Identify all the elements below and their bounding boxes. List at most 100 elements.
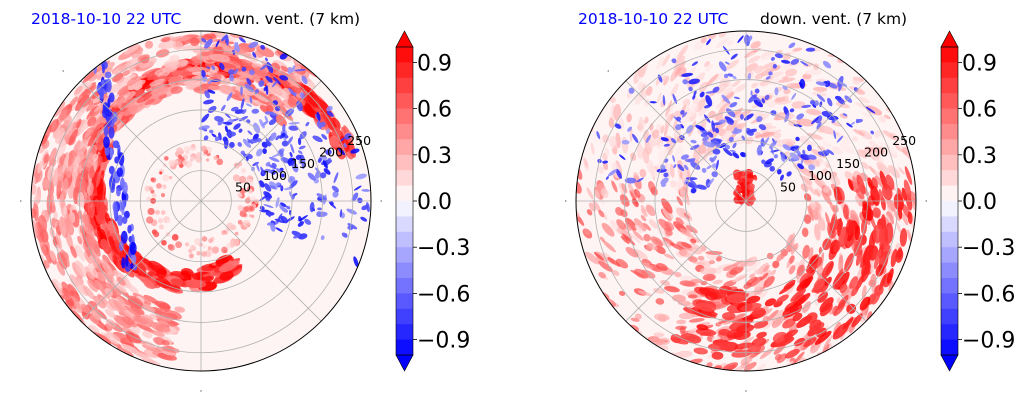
outer-tick-dot-3 xyxy=(607,70,609,72)
colorbar-level-0 xyxy=(396,47,413,63)
angular-gridline-45 xyxy=(200,200,322,322)
colorbar-left: 0.9 0.6 0.3 0.0 −0.3 −0.6 −0.9 xyxy=(395,30,470,372)
time-label-left: 2018-10-10 22 UTC xyxy=(31,10,181,28)
panel-left: 2018-10-10 22 UTC down. vent. (7 km) 50 1… xyxy=(20,10,470,392)
colorbar-tick-label-1: 0.6 xyxy=(417,98,452,123)
outer-tick-dot-2 xyxy=(745,390,747,392)
colorbar-level-2 xyxy=(941,77,958,94)
colorbar-level-15 xyxy=(941,278,958,294)
radial-tick-label-150: 150 xyxy=(291,156,315,171)
colorbar-level-11 xyxy=(396,216,413,233)
colorbar-level-6 xyxy=(941,139,958,156)
colorbar-tick-label-2: 0.3 xyxy=(417,144,452,169)
polar-grid-right xyxy=(565,31,927,392)
colorbar-extend-min xyxy=(395,354,414,372)
colorbar-level-2 xyxy=(396,77,413,94)
outer-tick-dot-0 xyxy=(20,200,22,202)
colorbar-level-3 xyxy=(941,93,958,110)
colorbar-level-4 xyxy=(941,108,958,125)
radial-tick-label-50: 50 xyxy=(235,179,251,194)
angular-gridline-225 xyxy=(625,80,747,202)
outer-tick-dot-2 xyxy=(200,390,202,392)
colorbar-extend-max xyxy=(395,30,414,48)
colorbar-level-8 xyxy=(941,170,958,187)
colorbar-level-0 xyxy=(941,47,958,63)
colorbar-tick-label-0: 0.9 xyxy=(417,51,452,76)
outer-tick-dot-1 xyxy=(380,200,382,202)
polar-plot-right: 50 100 150 200 250 xyxy=(565,30,927,392)
colorbar-extend-min xyxy=(940,354,959,372)
radial-tick-label-250: 250 xyxy=(347,133,371,148)
radial-tick-label-200: 200 xyxy=(864,145,888,160)
colorbar-level-14 xyxy=(396,262,413,279)
colorbar-level-17 xyxy=(941,308,958,325)
outer-tick-dot-3 xyxy=(62,70,64,72)
heatmap-field-left xyxy=(31,31,371,367)
colorbar-tick-label-3: 0.0 xyxy=(417,190,452,215)
angular-gridline-135 xyxy=(625,200,747,322)
colorbar-level-13 xyxy=(941,247,958,264)
colorbar-tick-label-2: 0.3 xyxy=(962,144,997,169)
radial-tick-label-200: 200 xyxy=(319,145,343,160)
colorbar-level-19 xyxy=(941,339,958,356)
colorbar-level-12 xyxy=(941,231,958,248)
colorbar-tick-label-5: −0.6 xyxy=(417,282,470,307)
colorbar-level-13 xyxy=(396,247,413,264)
outer-tick-dot-0 xyxy=(565,200,567,202)
colorbar-level-14 xyxy=(941,262,958,279)
colorbar-right: 0.9 0.6 0.3 0.0 −0.3 −0.6 −0.9 xyxy=(940,30,1015,372)
colorbar-tick-label-4: −0.3 xyxy=(417,236,470,261)
colorbar-level-17 xyxy=(396,308,413,325)
colorbar-level-6 xyxy=(396,139,413,156)
radial-tick-label-100: 100 xyxy=(808,168,832,183)
colorbar-tick-label-4: −0.3 xyxy=(962,236,1015,261)
colorbar-level-16 xyxy=(396,293,413,310)
angular-gridline-135 xyxy=(80,200,202,322)
radial-tick-label-150: 150 xyxy=(836,156,860,171)
colorbar-level-1 xyxy=(941,62,958,79)
colorbar-level-3 xyxy=(396,93,413,110)
colorbar-level-9 xyxy=(396,185,413,202)
angular-gridline-225 xyxy=(80,80,202,202)
colorbar-level-1 xyxy=(396,62,413,79)
colorbar-level-5 xyxy=(396,124,413,140)
colorbar-tick-label-5: −0.6 xyxy=(962,282,1015,307)
colorbar-extend-max xyxy=(940,30,959,48)
colorbar-level-7 xyxy=(396,154,413,171)
radial-tick-label-250: 250 xyxy=(892,133,916,148)
colorbar-tick-label-3: 0.0 xyxy=(962,190,997,215)
colorbar-tick-label-0: 0.9 xyxy=(962,51,997,76)
colorbar-level-15 xyxy=(396,278,413,294)
angular-gridline-315 xyxy=(200,80,322,202)
radial-tick-labels-right: 50 100 150 200 250 xyxy=(780,133,916,194)
heatmap-field-right xyxy=(576,31,916,371)
colorbar-tick-label-1: 0.6 xyxy=(962,98,997,123)
colorbar-level-4 xyxy=(396,108,413,125)
outer-tick-dot-1 xyxy=(925,200,927,202)
time-label-right: 2018-10-10 22 UTC xyxy=(578,10,728,28)
polar-grid-left xyxy=(20,31,382,392)
colorbar-level-19 xyxy=(396,339,413,356)
field-label-left: down. vent. (7 km) xyxy=(213,10,360,28)
colorbar-level-18 xyxy=(396,324,413,341)
colorbar-level-9 xyxy=(941,185,958,202)
radial-tick-label-100: 100 xyxy=(263,168,287,183)
colorbar-level-12 xyxy=(396,231,413,248)
polar-plot-left: 50 100 150 200 250 xyxy=(20,30,382,392)
colorbar-level-10 xyxy=(941,201,958,217)
panel-right: 2018-10-10 22 UTC down. vent. (7 km) 50 1… xyxy=(565,10,1015,392)
colorbar-level-16 xyxy=(941,293,958,310)
radial-tick-label-50: 50 xyxy=(780,179,796,194)
colorbar-tick-label-6: −0.9 xyxy=(417,329,470,354)
colorbar-level-5 xyxy=(941,124,958,140)
colorbar-level-7 xyxy=(941,154,958,171)
field-label-right: down. vent. (7 km) xyxy=(760,10,907,28)
colorbar-level-10 xyxy=(396,201,413,217)
angular-gridline-45 xyxy=(745,200,867,322)
colorbar-level-11 xyxy=(941,216,958,233)
polar-frame-left xyxy=(30,30,372,372)
colorbar-tick-label-6: −0.9 xyxy=(962,329,1015,354)
colorbar-level-18 xyxy=(941,324,958,341)
radial-tick-labels-left: 50 100 150 200 250 xyxy=(235,133,371,194)
